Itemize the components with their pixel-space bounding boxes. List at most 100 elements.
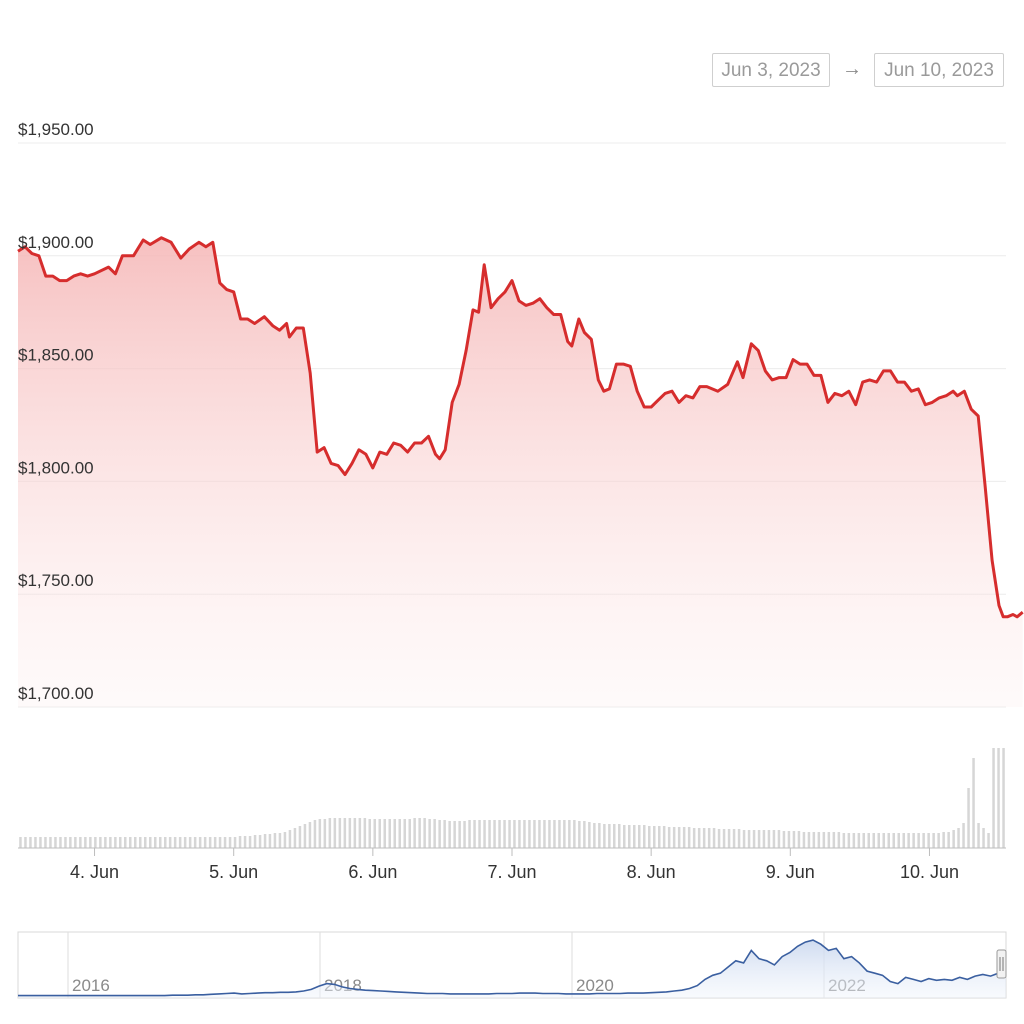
volume-bar [408,819,411,848]
volume-bar [907,833,910,848]
volume-bar [932,833,935,848]
volume-bar [658,826,661,848]
volume-bar [203,837,207,848]
volume-bar [54,837,57,848]
volume-bar [558,820,561,848]
volume-bar [24,837,27,848]
volume-bar [852,833,856,848]
volume-bar [682,827,686,848]
range-end-input[interactable]: Jun 10, 2023 [874,53,1004,87]
volume-bar [453,821,456,848]
volume-bar [752,830,756,848]
volume-bar [922,833,925,848]
volume-bar [398,819,401,848]
navigator-handle[interactable] [996,949,1007,979]
volume-bar [198,837,202,848]
volume-bar [228,837,232,848]
volume-bar [807,832,811,848]
volume-bar [124,837,127,848]
volume-bar [183,837,187,848]
navigator-line [18,939,1007,997]
volume-bar [553,820,556,848]
volume-bar [44,837,47,848]
volume-bar [293,828,297,848]
volume-bar [79,837,82,848]
volume-bar [802,832,806,848]
volume-bar [403,819,406,848]
volume-bar [957,828,960,848]
volume-bar [927,833,930,848]
volume-bar [727,829,731,848]
volume-bar [223,837,227,848]
volume-bar [208,837,212,848]
volume-bar [283,832,287,848]
volume-bar [917,833,920,848]
volume-bar [503,820,506,848]
volume-bar [867,833,870,848]
volume-bar [787,831,791,848]
volume-bar [643,825,646,848]
volume-bar [618,824,621,848]
volume-bar [488,820,491,848]
volume-bar [523,820,526,848]
volume-bar [563,820,566,848]
y-tick-label: $1,850.00 [18,346,94,365]
volume-bar [278,833,282,848]
volume-bar [732,829,736,848]
volume-bar [109,837,112,848]
volume-bar [154,837,157,848]
volume-bar [173,837,177,848]
volume-bar [59,837,62,848]
x-tick-label: 4. Jun [70,862,119,882]
volume-bar [717,829,721,848]
x-tick-label: 10. Jun [900,862,959,882]
volume-bar [598,823,601,848]
volume-bar [298,826,302,848]
volume-bar [827,832,831,848]
volume-bar [84,837,87,848]
volume-bar [623,825,626,848]
volume-bar [213,837,217,848]
volume-bar [982,828,985,848]
volume-bar [543,820,546,848]
volume-bar [393,819,396,848]
volume-bar [39,837,42,848]
volume-bar [388,819,391,848]
volume-bar [308,822,312,848]
volume-bar [822,832,826,848]
volume-bar [448,821,451,848]
navigator[interactable]: 2016201820202022 [17,931,1007,999]
volume-bar [268,834,272,848]
volume-bar [49,837,52,848]
volume-bar [114,837,117,848]
volume-bar [608,824,611,848]
volume-bar [677,827,681,848]
volume-bar [99,837,102,848]
volume-bar [34,837,37,848]
range-start-input[interactable]: Jun 3, 2023 [712,53,830,87]
volume-bar [129,837,132,848]
price-line [17,236,1024,619]
volume-bar [648,826,651,848]
volume-bar [977,823,980,848]
volume-bar [707,828,711,848]
volume-bar [233,837,237,848]
volume-bar [952,830,955,848]
volume-bar [243,836,247,848]
volume-bar [383,819,386,848]
volume-bar [737,829,741,848]
volume-bar [318,819,322,848]
price-line-group [17,236,1024,619]
volume-bar [857,833,861,848]
volume-bar [583,821,586,848]
volume-bar [273,833,277,848]
volume-bar [94,837,97,848]
volume-bar [967,788,970,848]
volume-bar [947,832,950,848]
volume-bar [702,828,706,848]
volume-bar [672,827,676,848]
volume-bar [428,819,431,848]
volume-bar [413,818,416,848]
volume-bar [697,828,701,848]
volume-bar [722,829,726,848]
